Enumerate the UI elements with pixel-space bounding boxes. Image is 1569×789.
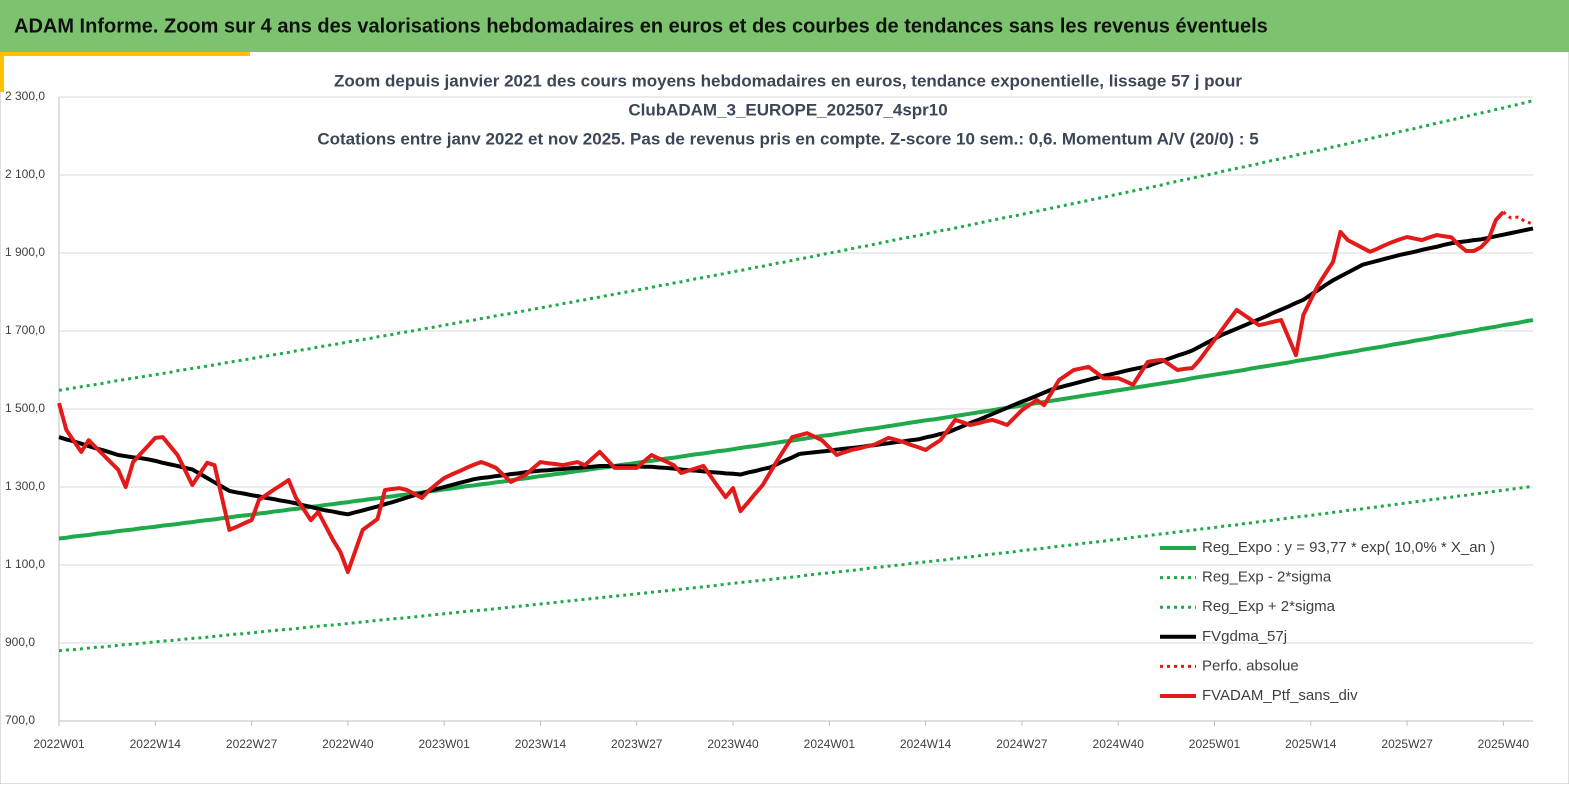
x-tick-label: 2024W27	[996, 737, 1048, 751]
legend-label: Perfo. absolue	[1202, 657, 1299, 674]
y-tick-label: 1 100,0	[5, 557, 45, 571]
series-line	[57, 210, 1505, 575]
x-tick-label: 2025W14	[1285, 737, 1337, 751]
header-bar	[0, 0, 1569, 52]
legend-label: Reg_Exp - 2*sigma	[1202, 569, 1332, 586]
y-tick-label: 1 300,0	[5, 479, 45, 493]
series-line	[58, 484, 1534, 653]
x-tick-label: 2023W40	[707, 737, 759, 751]
x-tick-label: 2022W01	[33, 737, 85, 751]
y-tick-label: 1 900,0	[5, 245, 45, 259]
y-tick-label: 2 100,0	[5, 167, 45, 181]
x-tick-label: 2022W27	[226, 737, 278, 751]
x-tick-label: 2024W14	[900, 737, 952, 751]
chart-title: Cotations entre janv 2022 et nov 2025. P…	[317, 129, 1258, 148]
accent	[0, 52, 4, 92]
x-tick-label: 2022W14	[130, 737, 182, 751]
y-tick-label: 700,0	[5, 713, 35, 727]
y-tick-label: 1 700,0	[5, 323, 45, 337]
accent	[0, 52, 250, 56]
chart-title: ClubADAM_3_EUROPE_202507_4spr10	[628, 100, 947, 119]
x-tick-label: 2024W01	[804, 737, 856, 751]
y-tick-label: 900,0	[5, 635, 35, 649]
x-tick-label: 2023W01	[418, 737, 470, 751]
x-tick-label: 2025W40	[1478, 737, 1530, 751]
legend-label: FVgdma_57j	[1202, 628, 1287, 645]
x-tick-label: 2022W40	[322, 737, 374, 751]
legend-label: FVADAM_Ptf_sans_div	[1202, 687, 1358, 704]
chart-title: Zoom depuis janvier 2021 des cours moyen…	[334, 71, 1242, 90]
series-line	[58, 226, 1534, 517]
x-tick-label: 2023W14	[515, 737, 567, 751]
x-tick-label: 2023W27	[611, 737, 663, 751]
x-tick-label: 2024W40	[1093, 737, 1145, 751]
legend-label: Reg_Exp + 2*sigma	[1202, 598, 1336, 615]
y-tick-label: 2 300,0	[5, 89, 45, 103]
x-tick-label: 2025W01	[1189, 737, 1241, 751]
y-tick-label: 1 500,0	[5, 401, 45, 415]
series-line	[1502, 210, 1534, 226]
x-tick-label: 2025W27	[1381, 737, 1433, 751]
legend-label: Reg_Expo : y = 93,77 * exp( 10,0% * X_an…	[1202, 539, 1495, 556]
header-title: ADAM Informe. Zoom sur 4 ans des valoris…	[14, 15, 1268, 37]
